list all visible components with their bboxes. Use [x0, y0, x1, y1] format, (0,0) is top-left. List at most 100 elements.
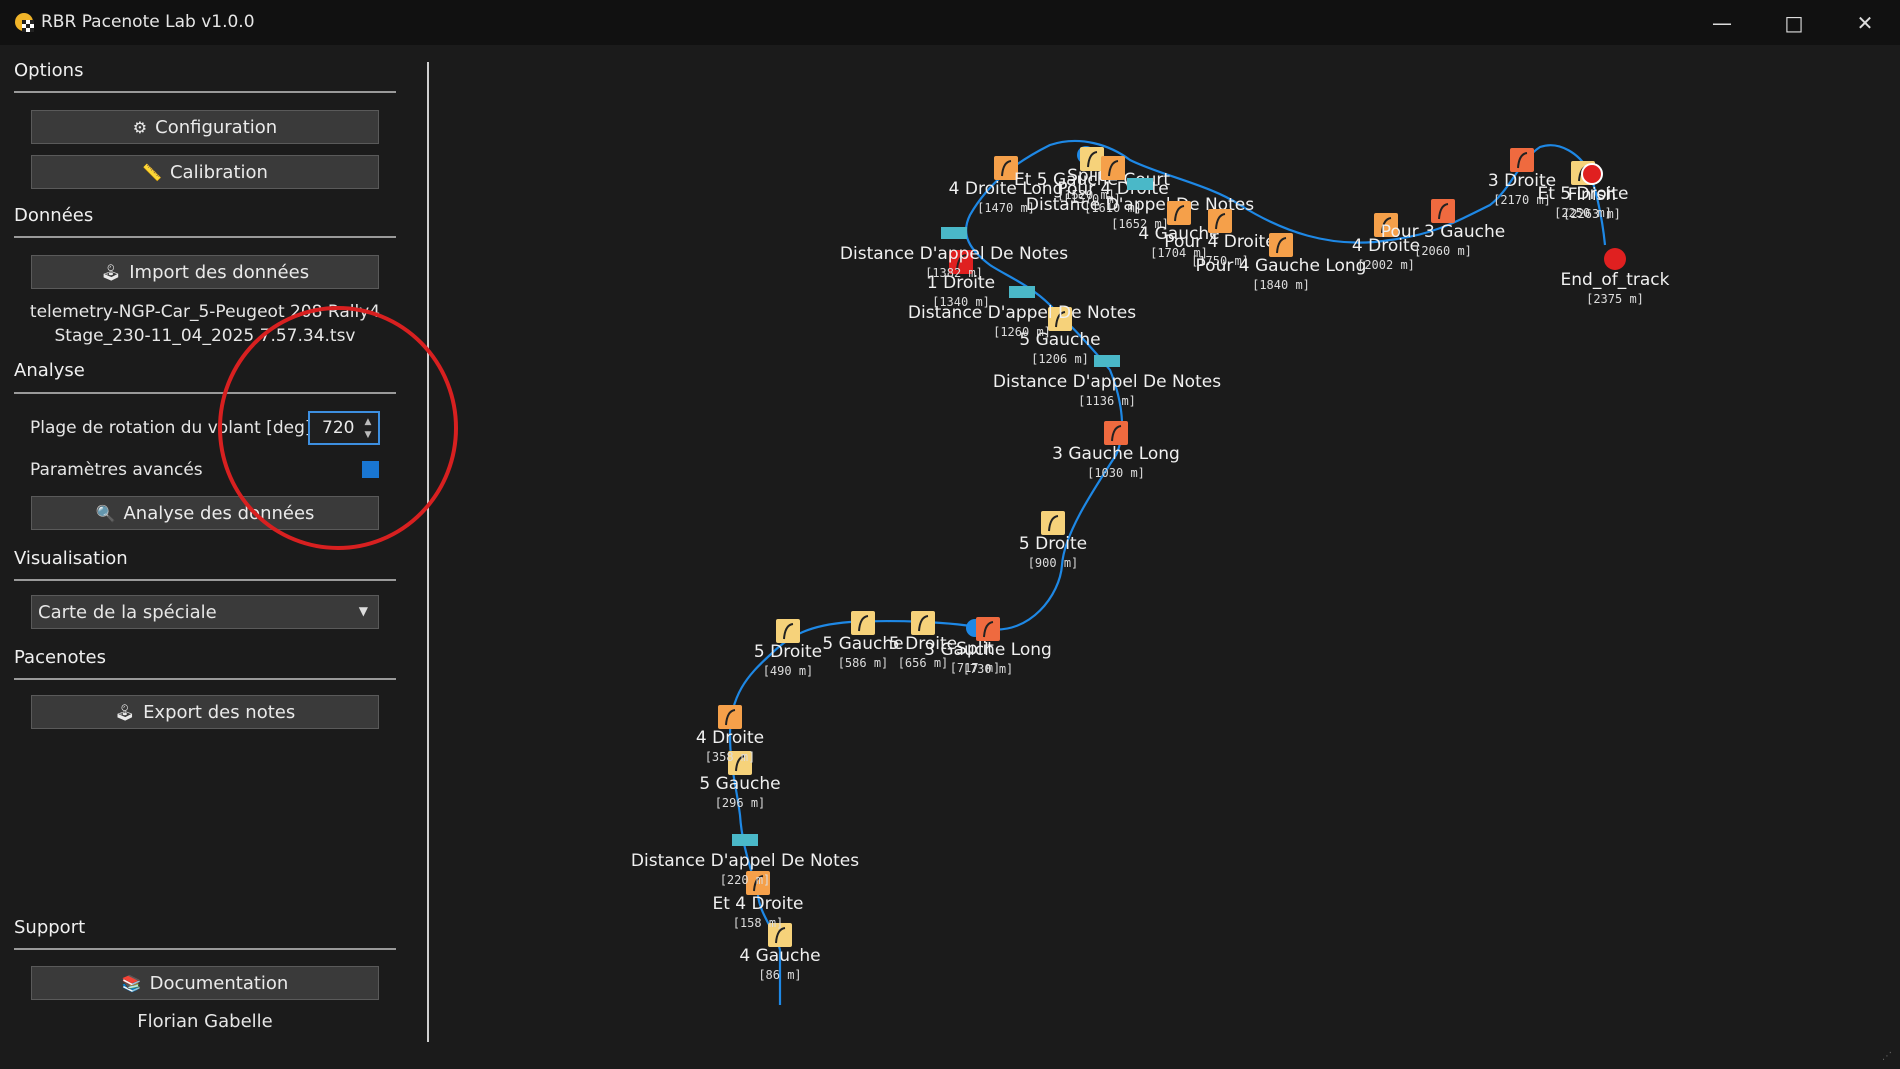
pacenote-distance: [490 m]	[763, 664, 814, 678]
route-line	[728, 139, 1607, 1005]
pacenote-label: 3 Droite	[1488, 171, 1556, 191]
joystick-icon: 🕹	[100, 262, 122, 282]
loaded-file-name: telemetry-NGP-Car_5-Peugeot 208 Rally4 S…	[20, 300, 390, 348]
pacenote-distance: [586 m]	[838, 656, 889, 670]
pacenote-marker[interactable]: 3 Droite [2170 m]	[1488, 148, 1556, 207]
distance-call-icon	[941, 227, 967, 239]
sidebar-splitter[interactable]	[427, 62, 429, 1042]
pacenote-distance: [730 m]	[963, 662, 1014, 676]
pacenote-marker[interactable]: Finish [2263 m]	[1563, 163, 1621, 221]
spin-up-icon[interactable]: ▲	[364, 417, 372, 427]
pacenote-marker[interactable]: Distance D'appel De Notes [1382 m]	[840, 227, 1068, 280]
pacenote-marker[interactable]: 4 Droite [2002 m]	[1352, 213, 1420, 272]
advanced-params-checkbox[interactable]	[362, 461, 379, 478]
pacenote-label: Distance D'appel De Notes	[840, 244, 1068, 264]
pacenote-marker[interactable]: Pour 4 Droite [1750 m]	[1164, 209, 1276, 268]
pacenote-marker[interactable]: Et 4 Droite [158 m]	[713, 871, 804, 930]
pacenote-label: Distance D'appel De Notes	[1026, 195, 1254, 215]
pacenote-marker[interactable]: Distance D'appel De Notes [1136 m]	[993, 355, 1221, 408]
stage-map[interactable]: 4 Gauche [86 m] Et 4 Droite [158 m] Distance…	[430, 45, 1900, 1069]
pacenote-distance: [2060 m]	[1414, 244, 1472, 258]
pacenote-marker[interactable]: 1 Droite [1340 m]	[927, 250, 995, 309]
curve-sign-icon	[976, 617, 1000, 641]
configuration-button[interactable]: ⚙ Configuration	[31, 110, 379, 144]
spin-down-icon[interactable]: ▼	[364, 430, 372, 440]
visualisation-select[interactable]: Carte de la spéciale ▼	[31, 595, 379, 629]
curve-sign-icon	[1080, 147, 1104, 171]
pacenote-label: 3 Gauche Long	[924, 640, 1052, 660]
pacenote-marker[interactable]: 4 Gauche [1704 m]	[1138, 201, 1220, 260]
pacenote-distance: [656 m]	[898, 656, 949, 670]
pacenote-label: 4 Droite	[1352, 236, 1420, 256]
advanced-params-label: Paramètres avancés	[30, 460, 203, 480]
curve-sign-icon	[746, 871, 770, 895]
curve-sign-icon	[1104, 421, 1128, 445]
pacenote-marker[interactable]: 3 Gauche Long [1030 m]	[1052, 421, 1180, 480]
maximize-icon[interactable]: □	[1784, 10, 1804, 35]
checkered-flag-icon	[1581, 163, 1603, 185]
pacenote-marker[interactable]: 3 Gauche Long [730 m]	[924, 617, 1052, 676]
export-notes-label: Export des notes	[143, 701, 296, 723]
pacenote-marker[interactable]: 5 Droite [656 m]	[889, 611, 957, 670]
curve-sign-icon	[1431, 199, 1455, 223]
section-title-pacenotes: Pacenotes	[14, 647, 106, 668]
distance-call-icon	[732, 834, 758, 846]
pacenote-marker[interactable]: 4 Gauche [86 m]	[739, 923, 821, 982]
pacenote-marker[interactable]: Distance D'appel De Notes [1652 m]	[1026, 178, 1254, 231]
minimize-icon[interactable]: —	[1712, 10, 1732, 35]
import-data-button[interactable]: 🕹 Import des données	[31, 255, 379, 289]
pacenote-marker[interactable]: Distance D'appel De Notes [220 m]	[631, 834, 859, 887]
configuration-label: Configuration	[155, 116, 278, 138]
pacenote-label: End_of_track	[1561, 270, 1670, 290]
divider	[14, 579, 396, 581]
curve-sign-icon	[851, 611, 875, 635]
resize-grip-icon[interactable]: ⋰	[1882, 1051, 1892, 1062]
pacenote-marker[interactable]: Distance D'appel De Notes [1260 m]	[908, 286, 1136, 339]
pacenote-distance: [717 m]	[950, 661, 1001, 675]
documentation-button[interactable]: 📚 Documentation	[31, 966, 379, 1000]
pacenote-distance: [1610 m]	[1084, 201, 1142, 215]
pacenote-marker[interactable]: Pour 4 Gauche Long [1840 m]	[1196, 233, 1367, 292]
pacenote-label: Finish	[1568, 185, 1616, 205]
pacenote-marker[interactable]: 5 Droite [900 m]	[1019, 511, 1087, 570]
chevron-down-icon: ▼	[358, 604, 368, 618]
close-icon[interactable]: ✕	[1856, 10, 1874, 35]
curve-sign-icon	[718, 705, 742, 729]
pacenote-label: 1 Droite	[927, 273, 995, 293]
pacenote-marker[interactable]: 4 Droite Long [1470 m]	[949, 156, 1064, 215]
pacenote-distance: [1382 m]	[925, 266, 983, 280]
curve-sign-icon	[768, 923, 792, 947]
stage-map-canvas[interactable]: 4 Gauche [86 m] Et 4 Droite [158 m] Distance…	[430, 45, 1900, 1069]
distance-call-icon	[1127, 178, 1153, 190]
pacenote-distance: [86 m]	[758, 968, 801, 982]
export-notes-button[interactable]: 🕹 Export des notes	[31, 695, 379, 729]
pacenote-distance: [1136 m]	[1078, 394, 1136, 408]
rotation-range-spinbox[interactable]: 720 ▲ ▼	[308, 411, 380, 445]
pacenote-distance: [1340 m]	[932, 295, 990, 309]
import-data-label: Import des données	[129, 261, 310, 283]
pacenote-marker[interactable]: 5 Droite [490 m]	[754, 619, 822, 678]
pacenote-label: Pour 3 Gauche	[1381, 222, 1505, 242]
calibration-button[interactable]: 📏 Calibration	[31, 155, 379, 189]
curve-sign-icon	[1048, 307, 1072, 331]
pacenote-marker[interactable]: 5 Gauche [296 m]	[699, 751, 781, 810]
section-title-analysis: Analyse	[14, 360, 85, 381]
sidebar: Options ⚙ Configuration 📏 Calibration Do…	[0, 45, 428, 1069]
pacenote-marker[interactable]: 5 Gauche [586 m]	[822, 611, 904, 670]
analyze-data-button[interactable]: 🔍 Analyse des données	[31, 496, 379, 530]
curve-sign-icon	[1101, 156, 1125, 180]
pacenote-distance: [1840 m]	[1252, 278, 1310, 292]
visualisation-selected: Carte de la spéciale	[38, 602, 217, 623]
pacenote-distance: [1520 m]	[1057, 188, 1115, 202]
analyze-data-label: Analyse des données	[123, 502, 315, 524]
section-title-support: Support	[14, 917, 86, 938]
documentation-label: Documentation	[149, 972, 289, 994]
pacenote-marker[interactable]: Pour 3 Gauche [2060 m]	[1381, 199, 1505, 258]
pacenote-distance: [1570 m]	[1063, 192, 1121, 206]
pacenote-marker[interactable]: 5 Gauche [1206 m]	[1019, 307, 1101, 366]
pacenote-marker[interactable]: End_of_track [2375 m]	[1561, 248, 1670, 306]
pacenote-distance: [220 m]	[720, 873, 771, 887]
curve-sign-icon	[728, 751, 752, 775]
pacenote-label: 3 Gauche Long	[1052, 444, 1180, 464]
pacenote-marker[interactable]: 4 Droite [358 m]	[696, 705, 764, 764]
